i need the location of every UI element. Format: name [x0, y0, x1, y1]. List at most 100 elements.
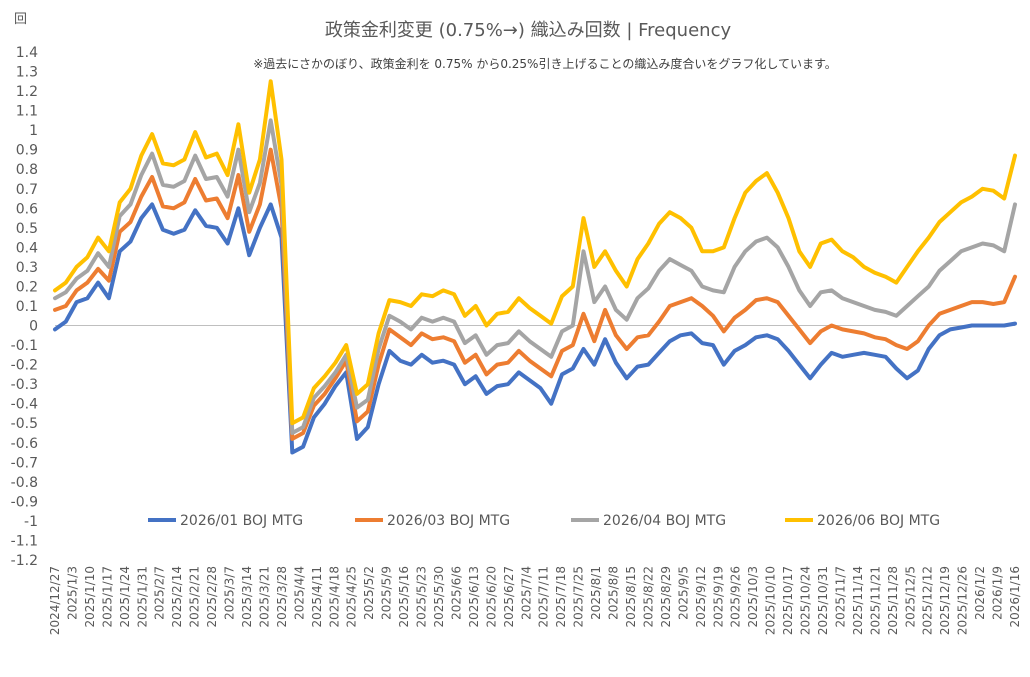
x-tick-label: 2026/1/2	[973, 566, 987, 620]
x-tick-label: 2025/10/3	[746, 566, 760, 628]
x-tick-label: 2025/6/20	[484, 566, 498, 628]
x-tick-label: 2025/8/1	[589, 566, 603, 620]
x-tick-label: 2025/4/11	[310, 566, 324, 628]
legend-label: 2026/03 BOJ MTG	[387, 513, 510, 529]
x-tick-label: 2025/1/31	[135, 566, 149, 628]
series-line-2	[53, 147, 1017, 441]
x-tick-label: 2025/2/21	[188, 566, 202, 628]
y-tick-label: 0.1	[16, 299, 38, 315]
series-lines	[53, 79, 1017, 455]
x-tick-label: 2025/1/24	[118, 566, 132, 628]
chart-title: 政策金利変更 (0.75%→) 織込み回数 | Frequency	[325, 20, 732, 41]
x-tick-label: 2025/7/25	[572, 566, 586, 628]
y-tick-label: 1	[29, 123, 38, 139]
y-tick-label: -0.6	[11, 436, 38, 452]
x-tick-label: 2025/12/26	[956, 566, 970, 635]
x-tick-label: 2025/9/26	[729, 566, 743, 628]
x-tick-label: 2025/11/14	[851, 566, 865, 635]
y-tick-label: -0.1	[11, 338, 38, 354]
y-tick-label: 1.1	[16, 104, 38, 120]
legend: 2026/01 BOJ MTG 2026/03 BOJ MTG 2026/04 BO…	[148, 513, 940, 529]
series-line-4	[53, 79, 1017, 426]
y-tick-label: -1.2	[11, 553, 38, 569]
legend-label: 2026/06 BOJ MTG	[817, 513, 940, 529]
series-line-3	[53, 118, 1017, 435]
legend-label: 2026/04 BOJ MTG	[603, 513, 726, 529]
x-tick-label: 2025/12/19	[938, 566, 952, 635]
y-tick-label: 0.3	[16, 260, 38, 276]
x-tick-label: 2024/12/27	[48, 566, 62, 635]
x-tick-label: 2025/12/5	[903, 566, 917, 628]
y-tick-label: -1.1	[11, 533, 38, 549]
y-tick-label: -0.4	[11, 397, 38, 413]
x-tick-label: 2025/8/22	[641, 566, 655, 628]
y-tick-label: -0.5	[11, 416, 38, 432]
x-tick-label: 2025/2/7	[153, 566, 167, 620]
y-tick-label: 0.5	[16, 221, 38, 237]
x-tick-label: 2025/4/4	[292, 566, 306, 620]
x-tick-label: 2025/4/25	[345, 566, 359, 628]
y-tick-label: 1.3	[16, 65, 38, 81]
x-tick-label: 2025/3/21	[257, 566, 271, 628]
x-tick-label: 2025/11/28	[886, 566, 900, 635]
y-tick-label: -1	[24, 514, 38, 530]
y-tick-label: 0.7	[16, 182, 38, 198]
x-tick-label: 2026/1/16	[1008, 566, 1022, 628]
x-tick-label: 2025/7/18	[554, 566, 568, 628]
x-tick-label: 2025/8/29	[659, 566, 673, 628]
x-tick-label: 2025/7/4	[519, 566, 533, 620]
y-axis-unit-label: 回	[14, 12, 27, 27]
x-axis-tick-labels: 2024/12/27 2025/1/3 2025/1/10 2025/1/17 2025…	[48, 566, 1022, 635]
x-tick-label: 2025/10/17	[781, 566, 795, 635]
x-tick-label: 2025/10/31	[816, 566, 830, 635]
x-tick-label: 2025/2/28	[205, 566, 219, 628]
x-tick-label: 2025/8/15	[624, 566, 638, 628]
y-tick-label: -0.9	[11, 494, 38, 510]
x-tick-label: 2025/9/19	[711, 566, 725, 628]
x-tick-label: 2025/6/27	[502, 566, 516, 628]
x-tick-label: 2025/1/17	[100, 566, 114, 628]
x-tick-label: 2025/5/30	[432, 566, 446, 628]
x-tick-label: 2025/11/21	[868, 566, 882, 635]
y-tick-label: 1.4	[16, 45, 38, 61]
x-tick-label: 2025/12/12	[921, 566, 935, 635]
x-tick-label: 2025/11/7	[833, 566, 847, 628]
x-tick-label: 2025/3/28	[275, 566, 289, 628]
x-tick-label: 2025/5/16	[397, 566, 411, 628]
y-axis-tick-labels: -1.2 -1.1 -1 -0.9 -0.8 -0.7 -0.6 -0.5 -0.4 -0.3 -0…	[11, 45, 38, 569]
x-tick-label: 2025/1/10	[83, 566, 97, 628]
y-tick-label: -0.3	[11, 377, 38, 393]
x-tick-label: 2025/6/6	[449, 566, 463, 620]
x-tick-label: 2026/1/9	[991, 566, 1005, 620]
x-tick-label: 2025/10/24	[799, 566, 813, 635]
x-tick-label: 2025/7/11	[537, 566, 551, 628]
y-tick-label: -0.7	[11, 455, 38, 471]
x-tick-label: 2025/9/12	[694, 566, 708, 628]
x-tick-label: 2025/9/5	[676, 566, 690, 620]
y-tick-label: 0.2	[16, 279, 38, 295]
y-tick-label: 0.9	[16, 143, 38, 159]
y-tick-label: 0.4	[16, 240, 38, 256]
y-tick-label: 0	[29, 319, 38, 335]
x-tick-label: 2025/8/8	[607, 566, 621, 620]
y-tick-label: 0.6	[16, 201, 38, 217]
y-tick-label: 1.2	[16, 84, 38, 100]
y-tick-label: 0.8	[16, 162, 38, 178]
y-tick-label: -0.8	[11, 475, 38, 491]
x-tick-label: 2025/3/14	[240, 566, 254, 628]
x-tick-label: 2025/1/3	[65, 566, 79, 620]
x-tick-label: 2025/6/13	[467, 566, 481, 628]
x-tick-label: 2025/10/10	[764, 566, 778, 635]
series-line-1	[53, 202, 1017, 455]
x-tick-label: 2025/2/14	[170, 566, 184, 628]
x-tick-label: 2025/5/2	[362, 566, 376, 620]
x-tick-label: 2025/4/18	[327, 566, 341, 628]
x-tick-label: 2025/3/7	[223, 566, 237, 620]
x-tick-label: 2025/5/23	[415, 566, 429, 628]
chart-subtitle: ※過去にさかのぼり、政策金利を 0.75% から0.25%引き上げることの織込み…	[253, 56, 837, 71]
x-tick-label: 2025/5/9	[380, 566, 394, 620]
legend-label: 2026/01 BOJ MTG	[180, 513, 303, 529]
y-tick-label: -0.2	[11, 358, 38, 374]
